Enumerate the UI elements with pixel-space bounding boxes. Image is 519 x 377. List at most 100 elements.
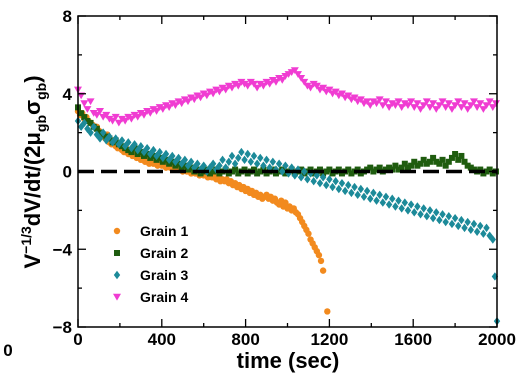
data-point bbox=[441, 104, 450, 111]
data-point bbox=[319, 84, 328, 92]
data-point bbox=[92, 111, 101, 119]
data-point bbox=[489, 170, 496, 177]
data-point bbox=[200, 161, 207, 170]
data-point bbox=[411, 158, 418, 165]
data-point bbox=[250, 166, 257, 173]
y-title-part-v: V bbox=[20, 254, 45, 269]
data-point bbox=[244, 149, 251, 159]
data-point bbox=[183, 98, 192, 106]
data-point bbox=[147, 149, 154, 159]
data-point bbox=[297, 173, 305, 182]
data-point bbox=[108, 117, 117, 125]
y-tick-label: −4 bbox=[53, 240, 73, 259]
data-point bbox=[469, 98, 478, 106]
y-tick-label: 4 bbox=[63, 85, 73, 104]
data-point bbox=[394, 98, 403, 106]
data-point bbox=[209, 90, 218, 98]
legend-swatch bbox=[113, 270, 121, 280]
data-point bbox=[338, 170, 345, 177]
data-point bbox=[354, 190, 361, 200]
series-3 bbox=[74, 116, 501, 326]
data-point bbox=[171, 102, 180, 110]
data-point bbox=[473, 227, 481, 236]
data-point bbox=[114, 119, 123, 127]
data-point bbox=[354, 166, 361, 173]
data-point bbox=[470, 166, 477, 173]
data-point bbox=[436, 160, 443, 167]
data-point bbox=[143, 143, 151, 153]
data-point bbox=[486, 166, 493, 173]
x-tick-label: 0 bbox=[73, 330, 82, 349]
data-point bbox=[150, 145, 157, 155]
legend-item: Grain 4 bbox=[113, 289, 188, 305]
data-point bbox=[480, 229, 487, 238]
data-point bbox=[367, 164, 374, 171]
data-point bbox=[313, 171, 321, 180]
data-point bbox=[315, 251, 323, 259]
data-point bbox=[419, 102, 428, 110]
data-point bbox=[445, 212, 453, 221]
data-point bbox=[127, 115, 136, 123]
y-tick-label: −8 bbox=[53, 318, 72, 337]
data-point bbox=[260, 161, 267, 170]
legend: Grain 1 Grain 2 Grain 3 Grain 4 bbox=[113, 223, 188, 305]
data-point bbox=[250, 151, 258, 161]
data-point bbox=[266, 163, 273, 172]
data-point bbox=[306, 84, 315, 92]
data-point bbox=[356, 96, 365, 104]
legend-label: Grain 4 bbox=[140, 289, 188, 305]
data-point bbox=[430, 154, 437, 161]
data-point bbox=[379, 198, 387, 207]
legend-item: Grain 2 bbox=[114, 245, 188, 261]
data-point bbox=[420, 156, 427, 163]
data-point bbox=[426, 206, 434, 215]
data-point bbox=[439, 210, 446, 219]
data-point bbox=[477, 221, 484, 231]
data-point bbox=[408, 162, 415, 169]
data-point bbox=[137, 142, 145, 151]
legend-label: Grain 3 bbox=[140, 267, 188, 283]
data-point bbox=[169, 151, 176, 161]
data-point bbox=[331, 88, 340, 96]
data-point bbox=[463, 106, 472, 113]
data-point bbox=[216, 161, 223, 170]
data-point bbox=[319, 173, 327, 182]
series-4 bbox=[74, 67, 500, 127]
data-point bbox=[140, 147, 148, 157]
data-point bbox=[194, 159, 201, 168]
data-point bbox=[457, 104, 466, 111]
data-point bbox=[454, 98, 463, 106]
data-point bbox=[84, 117, 91, 124]
legend-item: Grain 3 bbox=[113, 267, 188, 283]
y-title-sup: −1/3 bbox=[18, 226, 34, 254]
data-point bbox=[293, 71, 302, 78]
data-point bbox=[341, 186, 349, 196]
data-point bbox=[177, 100, 186, 108]
data-point bbox=[489, 235, 497, 244]
data-point bbox=[181, 155, 189, 165]
data-point bbox=[403, 102, 412, 110]
data-point bbox=[376, 190, 383, 200]
data-point bbox=[253, 84, 262, 92]
data-point bbox=[324, 308, 331, 315]
legend-swatch bbox=[113, 293, 121, 301]
data-point bbox=[417, 210, 424, 219]
data-point bbox=[337, 90, 346, 98]
data-point bbox=[464, 162, 471, 169]
data-point bbox=[131, 140, 138, 149]
data-point bbox=[301, 167, 308, 176]
data-point bbox=[348, 170, 355, 177]
data-point bbox=[370, 168, 377, 175]
data-point bbox=[81, 114, 88, 121]
data-point bbox=[78, 110, 85, 117]
data-point bbox=[398, 204, 405, 213]
data-point bbox=[326, 166, 333, 173]
data-point bbox=[473, 104, 482, 111]
data-point bbox=[392, 202, 399, 211]
data-point bbox=[401, 160, 408, 167]
legend-item: Grain 1 bbox=[113, 223, 188, 239]
ticks-layer: 0 400 800 1200 1600 2000 −8 −4 0 4 8 bbox=[53, 7, 516, 349]
data-point bbox=[397, 104, 406, 111]
data-point bbox=[190, 96, 199, 104]
data-point bbox=[325, 86, 334, 94]
